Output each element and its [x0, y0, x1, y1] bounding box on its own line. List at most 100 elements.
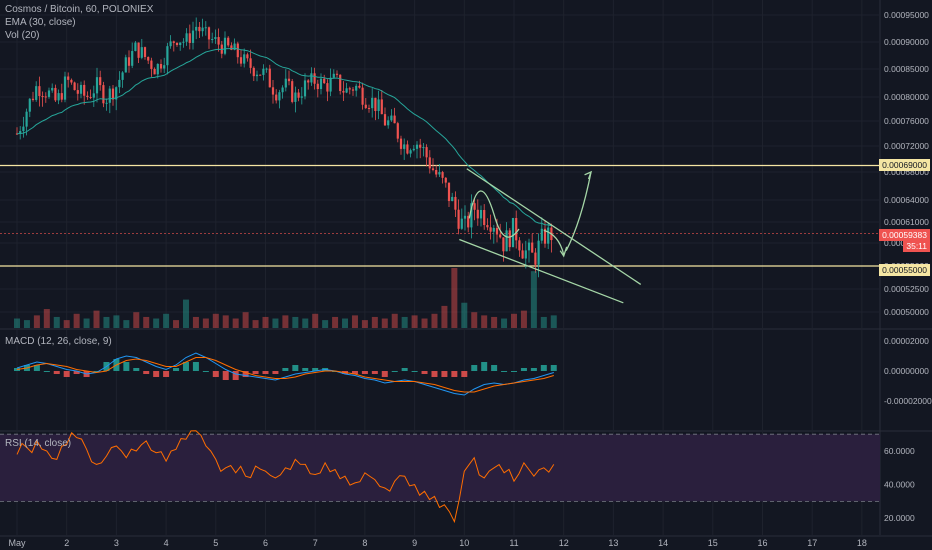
rsi-y-tick-label: 60.0000 — [884, 446, 915, 456]
candle-body — [227, 37, 230, 46]
macd-histogram-bar — [540, 365, 547, 371]
volume-bar — [212, 313, 219, 328]
candle-body — [307, 80, 310, 83]
candle-body — [99, 77, 102, 86]
volume-label[interactable]: Vol (20) — [5, 30, 40, 41]
candle-body — [470, 203, 473, 228]
candle-body — [511, 218, 515, 248]
macd-histogram-bar — [361, 371, 368, 374]
volume-bar — [411, 315, 418, 328]
candle-body — [76, 90, 79, 94]
macd-histogram-bar — [192, 362, 199, 371]
candle-body — [383, 114, 387, 126]
macd-histogram-bar — [123, 362, 130, 371]
macd-y-tick-label: -0.00002000 — [884, 396, 932, 406]
macd-histogram-bar — [312, 368, 319, 371]
rsi-y-tick-label: 20.0000 — [884, 513, 915, 523]
candle-body — [284, 78, 287, 88]
macd-histogram-bar — [351, 371, 358, 374]
y-tick-label: 0.00080000 — [884, 92, 929, 102]
volume-bar — [14, 318, 20, 328]
candle-body — [233, 43, 236, 50]
candle-body — [300, 96, 303, 98]
candle-body — [412, 148, 415, 151]
candle-body — [374, 97, 377, 112]
candle-body — [255, 74, 259, 77]
candle-body — [134, 42, 137, 52]
candle-body — [355, 85, 358, 91]
candle-body — [387, 120, 390, 126]
candle-body — [211, 39, 214, 41]
macd-label[interactable]: MACD (12, 26, close, 9) — [5, 336, 112, 347]
macd-histogram-bar — [381, 371, 388, 377]
candle-body — [38, 86, 41, 97]
rsi-label[interactable]: RSI (14, close) — [5, 438, 72, 449]
candle-body — [230, 45, 233, 50]
candle-body — [524, 250, 527, 259]
macd-histogram-bar — [282, 368, 289, 371]
up-arrow-head — [584, 170, 593, 180]
candle-body — [399, 138, 403, 149]
candle-body — [313, 73, 316, 84]
candle-body — [166, 46, 169, 66]
volume-bar — [461, 302, 468, 328]
macd-histogram-bar — [520, 368, 527, 371]
candle-body — [95, 77, 99, 94]
symbol-title[interactable]: Cosmos / Bitcoin, 60, POLONIEX — [5, 4, 154, 15]
candle-body — [188, 33, 191, 43]
x-tick-label: 3 — [114, 538, 119, 548]
rsi-line — [16, 430, 555, 524]
y-tick-label: 0.00090000 — [884, 37, 929, 47]
macd-histogram-bar — [173, 368, 180, 371]
candle-body — [537, 240, 540, 265]
trend-drawings — [459, 168, 642, 304]
volume-bar — [471, 312, 478, 328]
macd-histogram-bar — [292, 365, 299, 371]
rsi-y-tick-label: 40.0000 — [884, 480, 915, 490]
candle-body — [518, 240, 521, 251]
candle-body — [403, 144, 406, 149]
x-tick-label: 17 — [807, 538, 817, 548]
volume-bar — [163, 313, 170, 328]
macd-histogram-bar — [461, 371, 468, 377]
volume-bar — [43, 309, 50, 328]
volume-bar — [53, 316, 60, 328]
candle-body — [377, 99, 380, 112]
volume-bar — [550, 315, 557, 328]
x-tick-label: 12 — [559, 538, 569, 548]
x-tick-label: 4 — [164, 538, 169, 548]
candle-body — [137, 42, 140, 58]
candle-body — [198, 26, 201, 32]
candle-body — [543, 228, 547, 244]
pattern-curve — [468, 190, 520, 238]
candle-body — [102, 85, 105, 104]
macd-histogram-bar — [212, 371, 219, 377]
macd-signal-line — [16, 357, 554, 393]
y-tick-label: 0.00050000 — [884, 307, 929, 317]
volume-bar — [431, 313, 438, 328]
volume-bar — [530, 271, 537, 328]
current-price-tag: 0.00059383 — [879, 229, 930, 241]
candle-body — [345, 88, 348, 93]
candle-body — [492, 227, 495, 232]
macd-histogram-bar — [262, 371, 269, 374]
macd-line — [16, 352, 554, 396]
candle-body — [454, 196, 457, 210]
volume-bar — [421, 318, 428, 328]
candle-body — [415, 144, 419, 149]
candle-body — [223, 37, 227, 54]
candle-body — [246, 54, 249, 59]
candle-body — [351, 89, 355, 91]
candle-body — [406, 144, 409, 154]
y-tick-label: 0.00072000 — [884, 141, 929, 151]
rsi-band — [0, 434, 880, 502]
macd-histogram-bar — [53, 371, 60, 374]
candle-body — [271, 87, 275, 95]
volume-bar — [242, 312, 249, 328]
ema-label[interactable]: EMA (30, close) — [5, 17, 76, 28]
y-tick-label: 0.00076000 — [884, 116, 929, 126]
volume-bar — [491, 316, 498, 328]
candle-body — [214, 37, 217, 40]
candle-body — [393, 115, 396, 124]
